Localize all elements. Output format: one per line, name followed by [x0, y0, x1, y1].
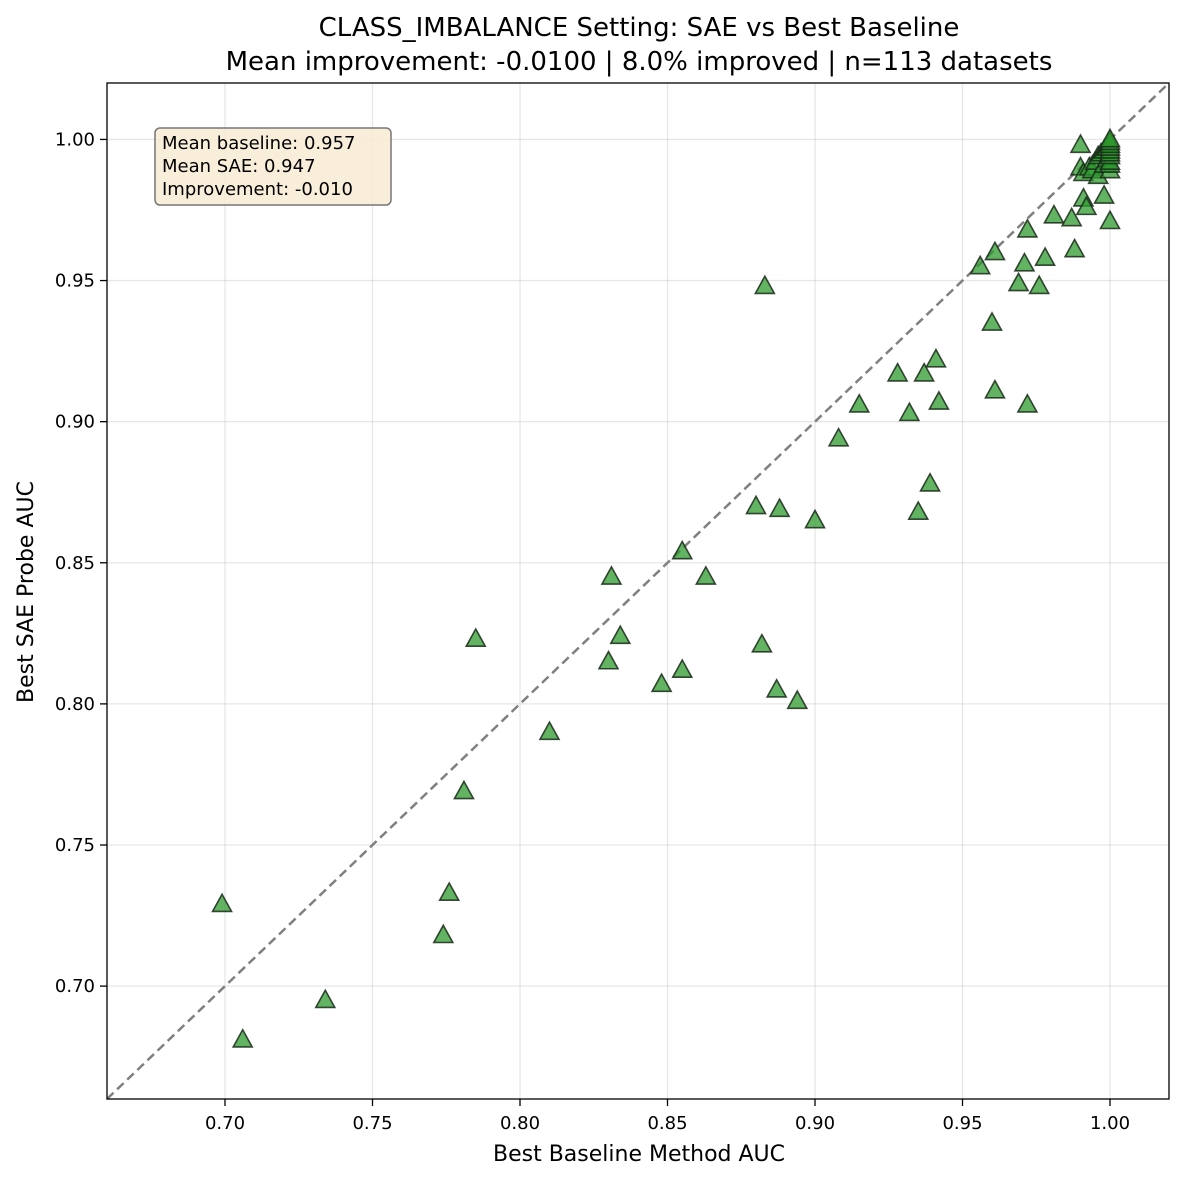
data-point [981, 311, 1003, 331]
data-point [1016, 218, 1039, 238]
stats-annotation-box [154, 127, 392, 206]
x-axis-label: Best Baseline Method AUC [493, 1142, 785, 1167]
chart-title: CLASS_IMBALANCE Setting: SAE vs Best Bas… [319, 13, 960, 43]
data-point [848, 393, 871, 413]
data-point [1069, 133, 1092, 154]
data-point [969, 254, 992, 275]
data-points [211, 127, 1121, 1048]
data-point [671, 658, 694, 679]
data-point [928, 390, 950, 410]
data-point [1007, 271, 1030, 292]
data-point [1043, 203, 1065, 224]
data-point [753, 274, 776, 295]
x-tick-label: 0.95 [942, 1113, 982, 1134]
data-point [827, 426, 850, 447]
data-point [786, 689, 809, 710]
data-point [464, 627, 487, 647]
data-point [898, 401, 921, 422]
data-point [984, 240, 1006, 261]
stats-annotation: Mean baseline: 0.957 Mean SAE: 0.947 Imp… [154, 127, 392, 206]
data-point [886, 362, 909, 382]
data-point [768, 497, 791, 518]
plot-frame [106, 82, 1170, 1100]
data-point [765, 678, 788, 698]
y-tick-label: 0.75 [55, 835, 95, 856]
diagonal-reference-line [106, 82, 1170, 1100]
data-point [650, 672, 673, 693]
data-point [538, 720, 561, 741]
data-point [1016, 393, 1039, 413]
y-tick-label: 0.80 [55, 694, 95, 715]
stats-mean-sae: Mean SAE: 0.947 [162, 156, 316, 177]
data-point [1060, 206, 1083, 227]
x-tick-label: 0.85 [647, 1113, 687, 1134]
x-tick-label: 0.80 [500, 1113, 540, 1134]
data-point [432, 923, 455, 944]
x-tick-label: 0.90 [795, 1113, 835, 1134]
data-point [919, 472, 941, 492]
data-point [609, 624, 632, 645]
y-tick-label: 0.90 [55, 412, 95, 433]
data-point [1099, 127, 1121, 148]
y-tick-label: 0.95 [55, 271, 95, 292]
x-tick-label: 1.00 [1090, 1113, 1130, 1134]
data-point [925, 347, 947, 368]
data-point [314, 988, 337, 1009]
data-point [804, 508, 826, 529]
data-point [913, 362, 936, 382]
data-point [1063, 237, 1086, 258]
data-point [907, 500, 930, 520]
data-point [438, 881, 461, 901]
y-tick-label: 0.70 [55, 976, 95, 997]
data-point [745, 494, 767, 515]
axis-ticks: 0.70 0.75 0.80 0.85 0.90 0.95 1.00 0.70 0.75 0.80… [55, 129, 1130, 1134]
x-tick-label: 0.70 [205, 1113, 245, 1134]
y-axis-label: Best SAE Probe AUC [14, 481, 39, 703]
chart-subtitle: Mean improvement: -0.0100 | 8.0% improve… [226, 47, 1053, 77]
data-point [231, 1028, 254, 1048]
stats-improvement: Improvement: -0.010 [162, 179, 353, 200]
data-point [1034, 246, 1056, 266]
data-point [1093, 184, 1115, 204]
data-point [1099, 209, 1121, 230]
stats-mean-baseline: Mean baseline: 0.957 [162, 133, 355, 154]
x-tick-label: 0.75 [352, 1113, 392, 1134]
data-point [751, 632, 773, 653]
data-point [1028, 274, 1051, 295]
data-point [211, 892, 233, 913]
grid [107, 83, 1169, 1099]
data-point [600, 565, 623, 585]
y-tick-label: 1.00 [55, 129, 95, 150]
data-point [1013, 251, 1036, 272]
data-point [671, 539, 694, 560]
data-point [984, 378, 1006, 399]
data-point [453, 779, 475, 800]
y-tick-label: 0.85 [55, 553, 95, 574]
data-point [694, 565, 717, 585]
data-point [597, 649, 620, 670]
data-point [1075, 195, 1098, 216]
